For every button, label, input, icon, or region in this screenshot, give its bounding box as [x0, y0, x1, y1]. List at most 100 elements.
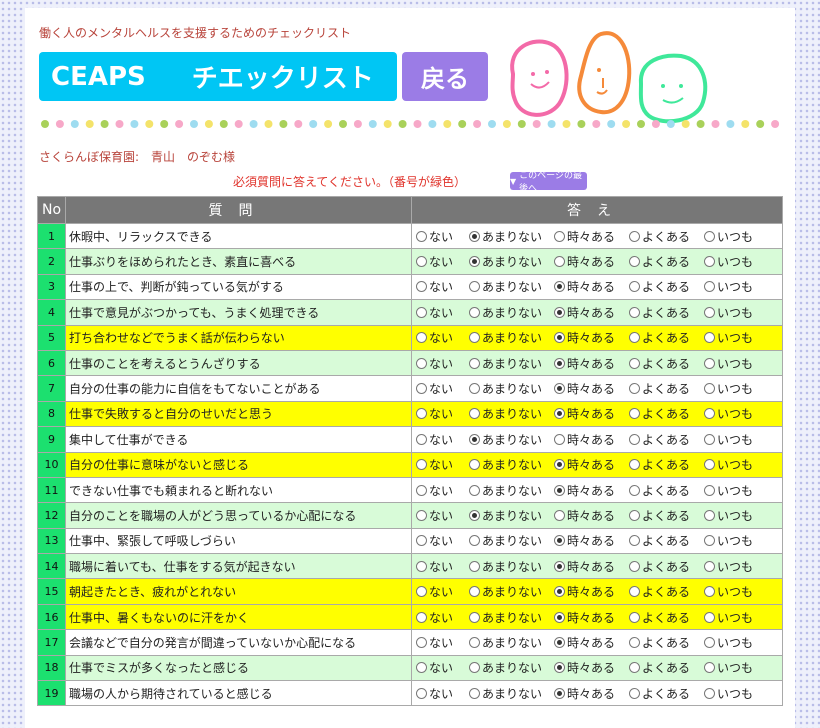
answer-option[interactable]: よくある: [629, 304, 694, 321]
answer-option[interactable]: 時々ある: [554, 431, 619, 448]
radio-button[interactable]: [469, 662, 480, 674]
radio-button[interactable]: [469, 459, 480, 471]
radio-button[interactable]: [704, 459, 715, 471]
radio-button[interactable]: [416, 306, 427, 318]
radio-button[interactable]: [704, 535, 715, 547]
back-button[interactable]: 戻る: [402, 52, 488, 101]
radio-button[interactable]: [416, 459, 427, 471]
answer-option[interactable]: 時々ある: [554, 482, 619, 499]
radio-button[interactable]: [629, 256, 640, 268]
answer-option[interactable]: 時々ある: [554, 405, 619, 422]
radio-button[interactable]: [416, 230, 427, 242]
answer-option[interactable]: よくある: [629, 278, 694, 295]
radio-selected[interactable]: [469, 256, 480, 268]
radio-selected[interactable]: [554, 306, 565, 318]
radio-button[interactable]: [554, 433, 565, 445]
radio-selected[interactable]: [554, 687, 565, 699]
radio-button[interactable]: [629, 662, 640, 674]
radio-button[interactable]: [629, 408, 640, 420]
answer-option[interactable]: ない: [416, 507, 459, 524]
answer-option[interactable]: 時々ある: [554, 329, 619, 346]
answer-option[interactable]: ない: [416, 482, 459, 499]
radio-button[interactable]: [469, 560, 480, 572]
radio-selected[interactable]: [469, 509, 480, 521]
answer-option[interactable]: あまりない: [469, 380, 544, 397]
radio-selected[interactable]: [554, 408, 565, 420]
answer-option[interactable]: あまりない: [469, 634, 544, 651]
answer-option[interactable]: 時々ある: [554, 685, 619, 702]
answer-option[interactable]: いつも: [704, 659, 754, 676]
answer-option[interactable]: よくある: [629, 558, 694, 575]
radio-button[interactable]: [704, 332, 715, 344]
answer-option[interactable]: ない: [416, 355, 459, 372]
radio-button[interactable]: [554, 509, 565, 521]
radio-button[interactable]: [629, 459, 640, 471]
answer-option[interactable]: ない: [416, 558, 459, 575]
answer-option[interactable]: あまりない: [469, 659, 544, 676]
answer-option[interactable]: ない: [416, 253, 459, 270]
radio-button[interactable]: [704, 281, 715, 293]
radio-button[interactable]: [629, 332, 640, 344]
answer-option[interactable]: いつも: [704, 304, 754, 321]
answer-option[interactable]: あまりない: [469, 355, 544, 372]
radio-button[interactable]: [704, 357, 715, 369]
radio-button[interactable]: [469, 383, 480, 395]
radio-button[interactable]: [469, 357, 480, 369]
answer-option[interactable]: よくある: [629, 583, 694, 600]
answer-option[interactable]: よくある: [629, 431, 694, 448]
answer-option[interactable]: あまりない: [469, 304, 544, 321]
radio-button[interactable]: [629, 484, 640, 496]
radio-button[interactable]: [704, 611, 715, 623]
radio-selected[interactable]: [554, 281, 565, 293]
answer-option[interactable]: ない: [416, 583, 459, 600]
radio-button[interactable]: [416, 687, 427, 699]
answer-option[interactable]: よくある: [629, 659, 694, 676]
radio-selected[interactable]: [554, 611, 565, 623]
answer-option[interactable]: あまりない: [469, 278, 544, 295]
radio-selected[interactable]: [554, 662, 565, 674]
answer-option[interactable]: ない: [416, 405, 459, 422]
radio-button[interactable]: [704, 256, 715, 268]
answer-option[interactable]: 時々ある: [554, 659, 619, 676]
answer-option[interactable]: 時々ある: [554, 609, 619, 626]
radio-button[interactable]: [629, 509, 640, 521]
radio-button[interactable]: [704, 433, 715, 445]
answer-option[interactable]: あまりない: [469, 507, 544, 524]
answer-option[interactable]: いつも: [704, 558, 754, 575]
radio-button[interactable]: [469, 636, 480, 648]
radio-button[interactable]: [416, 383, 427, 395]
radio-button[interactable]: [704, 636, 715, 648]
answer-option[interactable]: あまりない: [469, 405, 544, 422]
radio-button[interactable]: [469, 535, 480, 547]
radio-button[interactable]: [704, 484, 715, 496]
answer-option[interactable]: よくある: [629, 228, 694, 245]
answer-option[interactable]: いつも: [704, 405, 754, 422]
answer-option[interactable]: いつも: [704, 431, 754, 448]
answer-option[interactable]: よくある: [629, 380, 694, 397]
radio-button[interactable]: [469, 332, 480, 344]
radio-button[interactable]: [629, 383, 640, 395]
radio-button[interactable]: [469, 687, 480, 699]
answer-option[interactable]: いつも: [704, 609, 754, 626]
answer-option[interactable]: いつも: [704, 380, 754, 397]
radio-button[interactable]: [469, 281, 480, 293]
radio-selected[interactable]: [469, 433, 480, 445]
answer-option[interactable]: いつも: [704, 634, 754, 651]
answer-option[interactable]: いつも: [704, 278, 754, 295]
radio-button[interactable]: [469, 484, 480, 496]
radio-button[interactable]: [629, 611, 640, 623]
answer-option[interactable]: 時々ある: [554, 583, 619, 600]
radio-button[interactable]: [416, 662, 427, 674]
answer-option[interactable]: よくある: [629, 329, 694, 346]
answer-option[interactable]: 時々ある: [554, 253, 619, 270]
answer-option[interactable]: 時々ある: [554, 278, 619, 295]
radio-button[interactable]: [704, 306, 715, 318]
radio-button[interactable]: [629, 230, 640, 242]
radio-selected[interactable]: [554, 459, 565, 471]
radio-button[interactable]: [704, 560, 715, 572]
answer-option[interactable]: いつも: [704, 482, 754, 499]
radio-selected[interactable]: [469, 230, 480, 242]
radio-button[interactable]: [629, 560, 640, 572]
radio-button[interactable]: [554, 230, 565, 242]
answer-option[interactable]: あまりない: [469, 431, 544, 448]
